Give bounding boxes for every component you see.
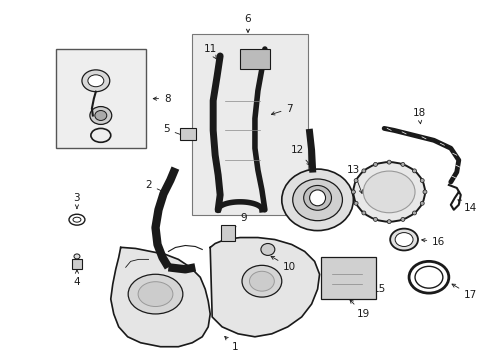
Ellipse shape <box>90 107 112 125</box>
Ellipse shape <box>281 169 353 231</box>
Ellipse shape <box>373 162 377 166</box>
Text: 19: 19 <box>349 300 369 319</box>
Ellipse shape <box>363 171 414 213</box>
Ellipse shape <box>422 190 426 194</box>
Ellipse shape <box>351 190 355 194</box>
Ellipse shape <box>389 229 417 251</box>
Text: 14: 14 <box>457 200 476 213</box>
Ellipse shape <box>353 201 357 205</box>
Ellipse shape <box>419 201 424 205</box>
Bar <box>192 34 307 215</box>
Text: 2: 2 <box>145 180 167 193</box>
Text: 7: 7 <box>271 104 292 115</box>
Ellipse shape <box>74 254 80 259</box>
Ellipse shape <box>261 243 274 255</box>
Ellipse shape <box>400 162 404 166</box>
Text: 3: 3 <box>74 193 80 208</box>
Text: 5: 5 <box>163 125 184 136</box>
Ellipse shape <box>386 220 390 224</box>
Text: 10: 10 <box>270 256 296 272</box>
Ellipse shape <box>303 185 331 210</box>
Text: 4: 4 <box>74 270 80 287</box>
Ellipse shape <box>292 179 342 221</box>
Bar <box>240 49 269 69</box>
Bar <box>221 225 235 240</box>
Text: 18: 18 <box>411 108 425 124</box>
Polygon shape <box>210 238 319 337</box>
Polygon shape <box>346 260 364 275</box>
Text: 12: 12 <box>290 145 309 165</box>
Ellipse shape <box>82 70 109 92</box>
Text: 16: 16 <box>421 237 445 247</box>
Text: 11: 11 <box>203 44 216 59</box>
Ellipse shape <box>361 169 365 173</box>
Text: 15: 15 <box>357 274 385 294</box>
Ellipse shape <box>419 179 424 183</box>
Text: 1: 1 <box>224 337 238 352</box>
FancyBboxPatch shape <box>320 257 375 299</box>
Text: 17: 17 <box>451 284 476 300</box>
Ellipse shape <box>353 162 424 222</box>
Circle shape <box>309 190 325 206</box>
Ellipse shape <box>400 217 404 221</box>
Polygon shape <box>111 247 210 347</box>
Ellipse shape <box>138 282 173 306</box>
Ellipse shape <box>373 217 377 221</box>
Ellipse shape <box>361 211 365 215</box>
Ellipse shape <box>386 160 390 164</box>
Ellipse shape <box>88 75 103 87</box>
Ellipse shape <box>412 211 416 215</box>
Text: 6: 6 <box>244 14 251 32</box>
Ellipse shape <box>95 111 106 121</box>
Bar <box>72 260 82 269</box>
Ellipse shape <box>128 274 183 314</box>
Ellipse shape <box>73 217 81 222</box>
Ellipse shape <box>242 265 281 297</box>
Ellipse shape <box>249 271 274 291</box>
Bar <box>56 49 145 148</box>
Ellipse shape <box>69 214 85 225</box>
Text: 13: 13 <box>346 165 362 193</box>
Text: 8: 8 <box>153 94 170 104</box>
Bar <box>180 129 196 140</box>
Text: 9: 9 <box>230 213 247 233</box>
Ellipse shape <box>394 233 412 247</box>
Ellipse shape <box>353 179 357 183</box>
Ellipse shape <box>412 169 416 173</box>
